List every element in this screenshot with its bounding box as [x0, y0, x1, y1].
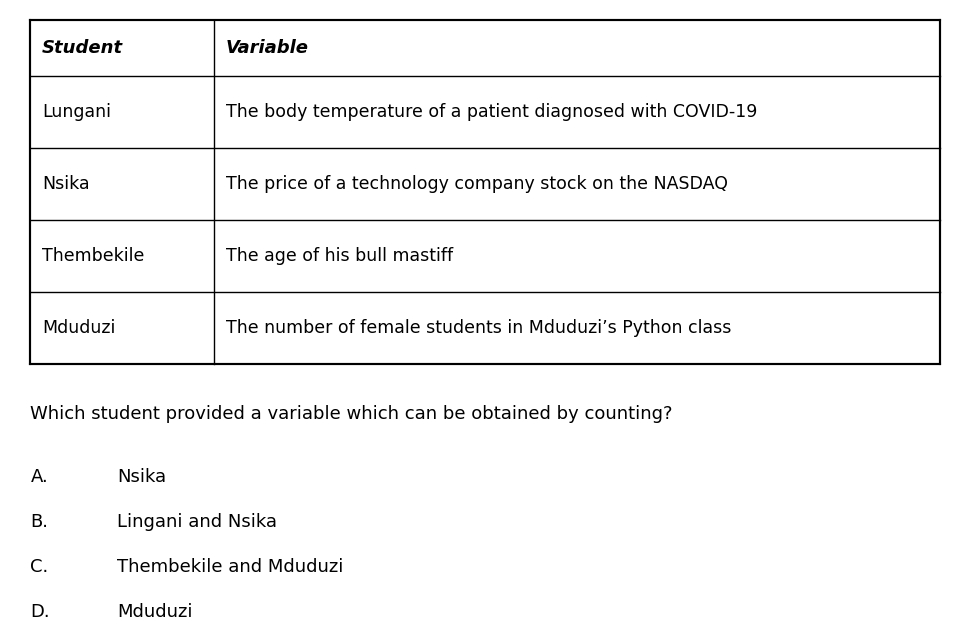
Text: A.: A. — [30, 468, 48, 485]
Text: Mduduzi: Mduduzi — [42, 319, 115, 337]
Text: B.: B. — [30, 512, 48, 531]
Text: The age of his bull mastiff: The age of his bull mastiff — [226, 247, 453, 265]
Text: The number of female students in Mduduzi’s Python class: The number of female students in Mduduzi… — [226, 319, 731, 337]
Text: Lingani and Nsika: Lingani and Nsika — [117, 512, 277, 531]
Text: Variable: Variable — [226, 40, 308, 57]
Text: Student: Student — [42, 40, 123, 57]
Text: The price of a technology company stock on the NASDAQ: The price of a technology company stock … — [226, 175, 727, 193]
Text: Lungani: Lungani — [42, 104, 110, 121]
Text: Mduduzi: Mduduzi — [117, 603, 193, 620]
Text: C.: C. — [30, 558, 48, 576]
FancyBboxPatch shape — [30, 20, 939, 364]
Text: Nsika: Nsika — [117, 468, 167, 485]
Text: Which student provided a variable which can be obtained by counting?: Which student provided a variable which … — [30, 405, 672, 423]
Text: The body temperature of a patient diagnosed with COVID-19: The body temperature of a patient diagno… — [226, 104, 757, 121]
Text: Thembekile and Mduduzi: Thembekile and Mduduzi — [117, 558, 343, 576]
Text: Thembekile: Thembekile — [42, 247, 144, 265]
Text: D.: D. — [30, 603, 50, 620]
Text: Nsika: Nsika — [42, 175, 89, 193]
